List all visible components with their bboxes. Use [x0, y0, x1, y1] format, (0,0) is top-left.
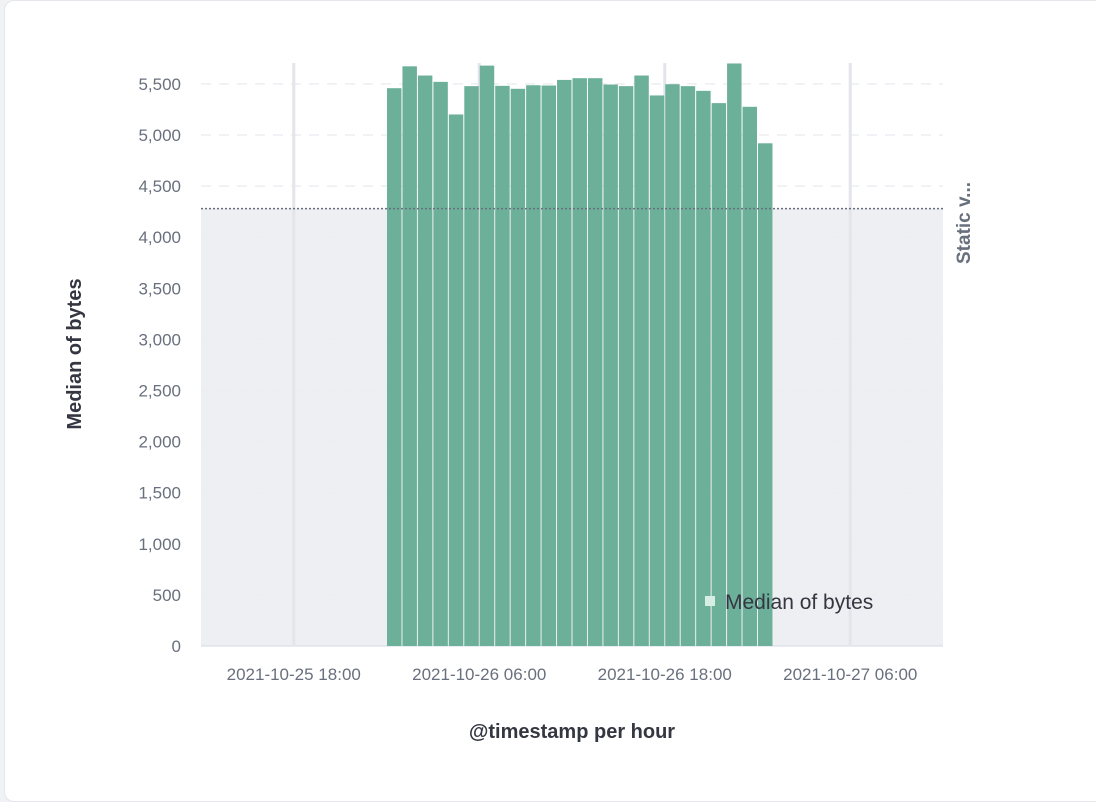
- x-tick-label: 2021-10-26 18:00: [598, 665, 732, 684]
- y-tick-label: 4,500: [138, 177, 181, 196]
- bar: [572, 78, 587, 646]
- x-tick-label: 2021-10-25 18:00: [227, 665, 361, 684]
- x-tick-label: 2021-10-26 06:00: [412, 665, 546, 684]
- bar-chart: 0 500 1,000 1,500 2,000 2,500 3,000 3,500 4,000 4…: [64, 63, 975, 743]
- bar: [742, 106, 757, 647]
- chart-panel: 0 500 1,000 1,500 2,000 2,500 3,000 3,500 4,000 4…: [4, 0, 1096, 802]
- y-tick-label: 1,000: [138, 535, 181, 554]
- bar: [417, 75, 433, 647]
- y-axis-title: Median of bytes: [64, 278, 86, 429]
- bar: [510, 88, 526, 646]
- bar: [665, 84, 680, 646]
- legend-item[interactable]: Median of bytes: [725, 591, 873, 614]
- bar: [711, 103, 727, 647]
- bar: [495, 85, 510, 646]
- x-tick-label: 2021-10-27 06:00: [783, 665, 917, 684]
- bar: [649, 95, 665, 646]
- x-axis-title: @timestamp per hour: [469, 721, 675, 743]
- y-tick-label: 2,500: [138, 382, 181, 401]
- bar: [680, 86, 696, 647]
- bar: [526, 85, 541, 647]
- y-tick-label: 5,000: [138, 126, 181, 145]
- bar: [479, 65, 495, 646]
- reference-line-label: Static v...: [954, 182, 975, 264]
- bar: [433, 81, 448, 646]
- bar: [448, 114, 464, 646]
- bar: [603, 84, 618, 647]
- y-tick-label: 5,500: [138, 75, 181, 94]
- bar: [464, 86, 479, 647]
- bar: [387, 88, 402, 647]
- bar: [587, 78, 603, 646]
- y-tick-label: 1,500: [138, 484, 181, 503]
- bar: [758, 143, 773, 646]
- legend-swatch: [705, 596, 715, 606]
- bar: [634, 75, 649, 647]
- bar: [696, 90, 711, 646]
- y-tick-label: 0: [172, 637, 181, 656]
- bar: [557, 79, 572, 647]
- bar: [541, 85, 557, 646]
- y-tick-label: 3,000: [138, 330, 181, 349]
- y-tick-label: 2,000: [138, 433, 181, 452]
- y-tick-label: 3,500: [138, 279, 181, 298]
- bar: [727, 63, 742, 646]
- bar: [618, 86, 634, 647]
- y-tick-label: 500: [153, 586, 181, 605]
- bar: [402, 66, 417, 647]
- y-tick-label: 4,000: [138, 228, 181, 247]
- reference-fill: [201, 208, 943, 647]
